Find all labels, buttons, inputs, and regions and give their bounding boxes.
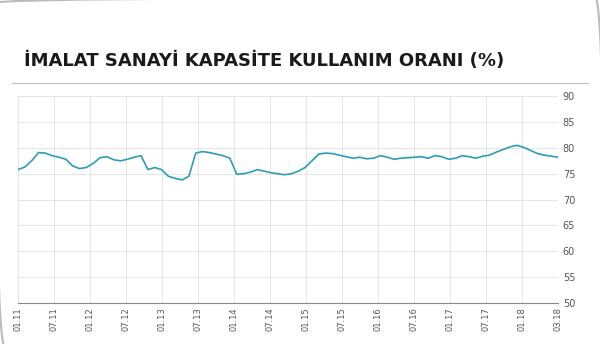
Text: İMALAT SANAYİ KAPASİTE KULLANIM ORANI (%): İMALAT SANAYİ KAPASİTE KULLANIM ORANI (%… — [24, 52, 504, 70]
